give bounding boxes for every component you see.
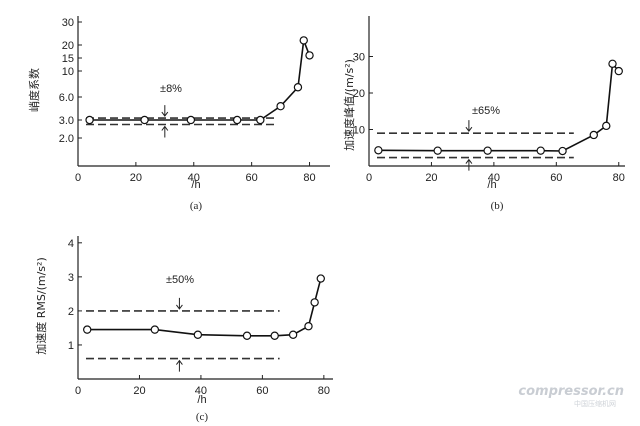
- panel-c-xlabel: /h: [197, 394, 206, 406]
- panel-c-annotation: ±50%: [166, 274, 194, 286]
- panel-a-data-point: [293, 83, 303, 92]
- panel-b-xlabel: /h: [487, 179, 496, 191]
- panel-c-data-point: [304, 322, 313, 331]
- panel-a-ytick-label: 20: [62, 40, 74, 52]
- panel-a-xtick-label: 20: [130, 172, 142, 184]
- panel-c-data-point: [83, 325, 92, 334]
- panel-b-data-point: [558, 146, 567, 156]
- panel-a-data-point: [256, 115, 265, 125]
- panel-b-arrow-down: [465, 120, 473, 132]
- panel-b-ytick-label: 20: [353, 88, 365, 100]
- panel-b-data-point: [536, 146, 545, 155]
- panel-a-series-line: [89, 40, 311, 121]
- panel-c-data-point: [310, 298, 319, 307]
- panel-a-data-point: [305, 51, 314, 60]
- panel-a-ylabel: 峭度系数: [27, 68, 41, 112]
- panel-a-data-point: [186, 115, 196, 125]
- panel-b-data-point: [589, 130, 598, 140]
- panel-c-data-point: [150, 325, 160, 334]
- watermark-subtext: 中国压缩机网: [574, 399, 616, 408]
- panel-b-data-point: [608, 59, 617, 69]
- panel-b-xtick-label: 20: [425, 172, 437, 184]
- panel-c-data-point: [316, 274, 325, 283]
- panel-a-ytick-label: 2.0: [59, 133, 74, 145]
- panel-b-data-point: [602, 121, 611, 131]
- panel-c-xtick-label: 40: [195, 385, 207, 397]
- panel-c-caption: (c): [196, 411, 209, 423]
- panel-a-caption: (a): [190, 200, 203, 212]
- panel-c-data-point: [270, 331, 279, 340]
- panel-a-ytick-label: 15: [62, 53, 74, 65]
- panel-c: 1 2 3 4 0 20 40 60 80 加速度 RMS/(m/s²) /h ±50% (c…: [34, 236, 333, 423]
- watermark-text: compressor.cn: [518, 384, 624, 399]
- panel-b-caption: (b): [491, 200, 504, 212]
- panel-a-xtick-label: 60: [246, 172, 258, 184]
- panel-c-data-point: [242, 331, 252, 340]
- panel-c-arrow-down: [176, 297, 183, 310]
- panel-a-data-point: [276, 101, 285, 111]
- panel-c-ytick-label: 4: [68, 238, 74, 250]
- panel-b: 10 20 30 0 20 40 60 80 加速度峰值/(m/s²) /h ±65% (b…: [342, 16, 625, 212]
- panel-a-xtick-label: 0: [75, 172, 81, 184]
- panel-a-ytick-label: 10: [62, 66, 74, 78]
- panel-a-data-point: [140, 115, 149, 125]
- panel-a-data-point: [232, 115, 242, 125]
- panel-a-ytick-label: 30: [62, 17, 74, 29]
- panel-a-annotation: ±8%: [160, 83, 182, 95]
- panel-c-ytick-label: 1: [68, 340, 74, 352]
- panel-b-xtick-label: 40: [488, 172, 500, 184]
- panel-b-xtick-label: 0: [366, 172, 372, 184]
- panel-c-ylabel: 加速度 RMS/(m/s²): [34, 257, 48, 354]
- panel-b-ytick-label: 30: [353, 52, 365, 64]
- panel-a-xlabel: /h: [191, 179, 200, 191]
- panel-c-xtick-label: 80: [318, 385, 330, 397]
- panel-c-xtick-label: 60: [256, 385, 268, 397]
- panel-b-data-point: [374, 146, 383, 155]
- panel-a-ytick-label: 6.0: [59, 92, 74, 104]
- panel-b-annotation: ±65%: [472, 105, 500, 117]
- watermark: compressor.cn 中国压缩机网: [518, 384, 624, 408]
- panel-c-series-line: [87, 278, 322, 337]
- panel-c-ytick-label: 3: [68, 272, 74, 284]
- panel-a-data-point: [85, 115, 94, 125]
- panel-b-data-point: [433, 146, 442, 155]
- panel-b-data-point: [614, 66, 623, 76]
- panel-c-data-point: [193, 330, 203, 339]
- panel-b-xtick-label: 60: [550, 172, 562, 184]
- panel-b-arrow-up: [465, 158, 473, 171]
- panel-b-xtick-label: 80: [613, 172, 625, 184]
- panel-a-data-point: [299, 36, 308, 45]
- panel-a-xtick-label: 80: [303, 172, 315, 184]
- panel-a-arrow-down: [161, 105, 169, 117]
- panel-c-xtick-label: 0: [75, 385, 81, 397]
- panel-a-xtick-label: 40: [188, 172, 200, 184]
- panel-c-arrow-up: [176, 359, 183, 372]
- panel-c-xtick-label: 20: [133, 385, 145, 397]
- panel-c-ytick-label: 2: [68, 306, 74, 318]
- panel-b-data-point: [483, 146, 492, 155]
- panel-b-ylabel: 加速度峰值/(m/s²): [342, 59, 356, 151]
- panel-c-data-point: [288, 330, 298, 339]
- panel-b-ytick-label: 10: [353, 125, 365, 137]
- panel-a-ytick-label: 3.0: [59, 115, 74, 127]
- panel-a-arrow-up: [161, 125, 169, 138]
